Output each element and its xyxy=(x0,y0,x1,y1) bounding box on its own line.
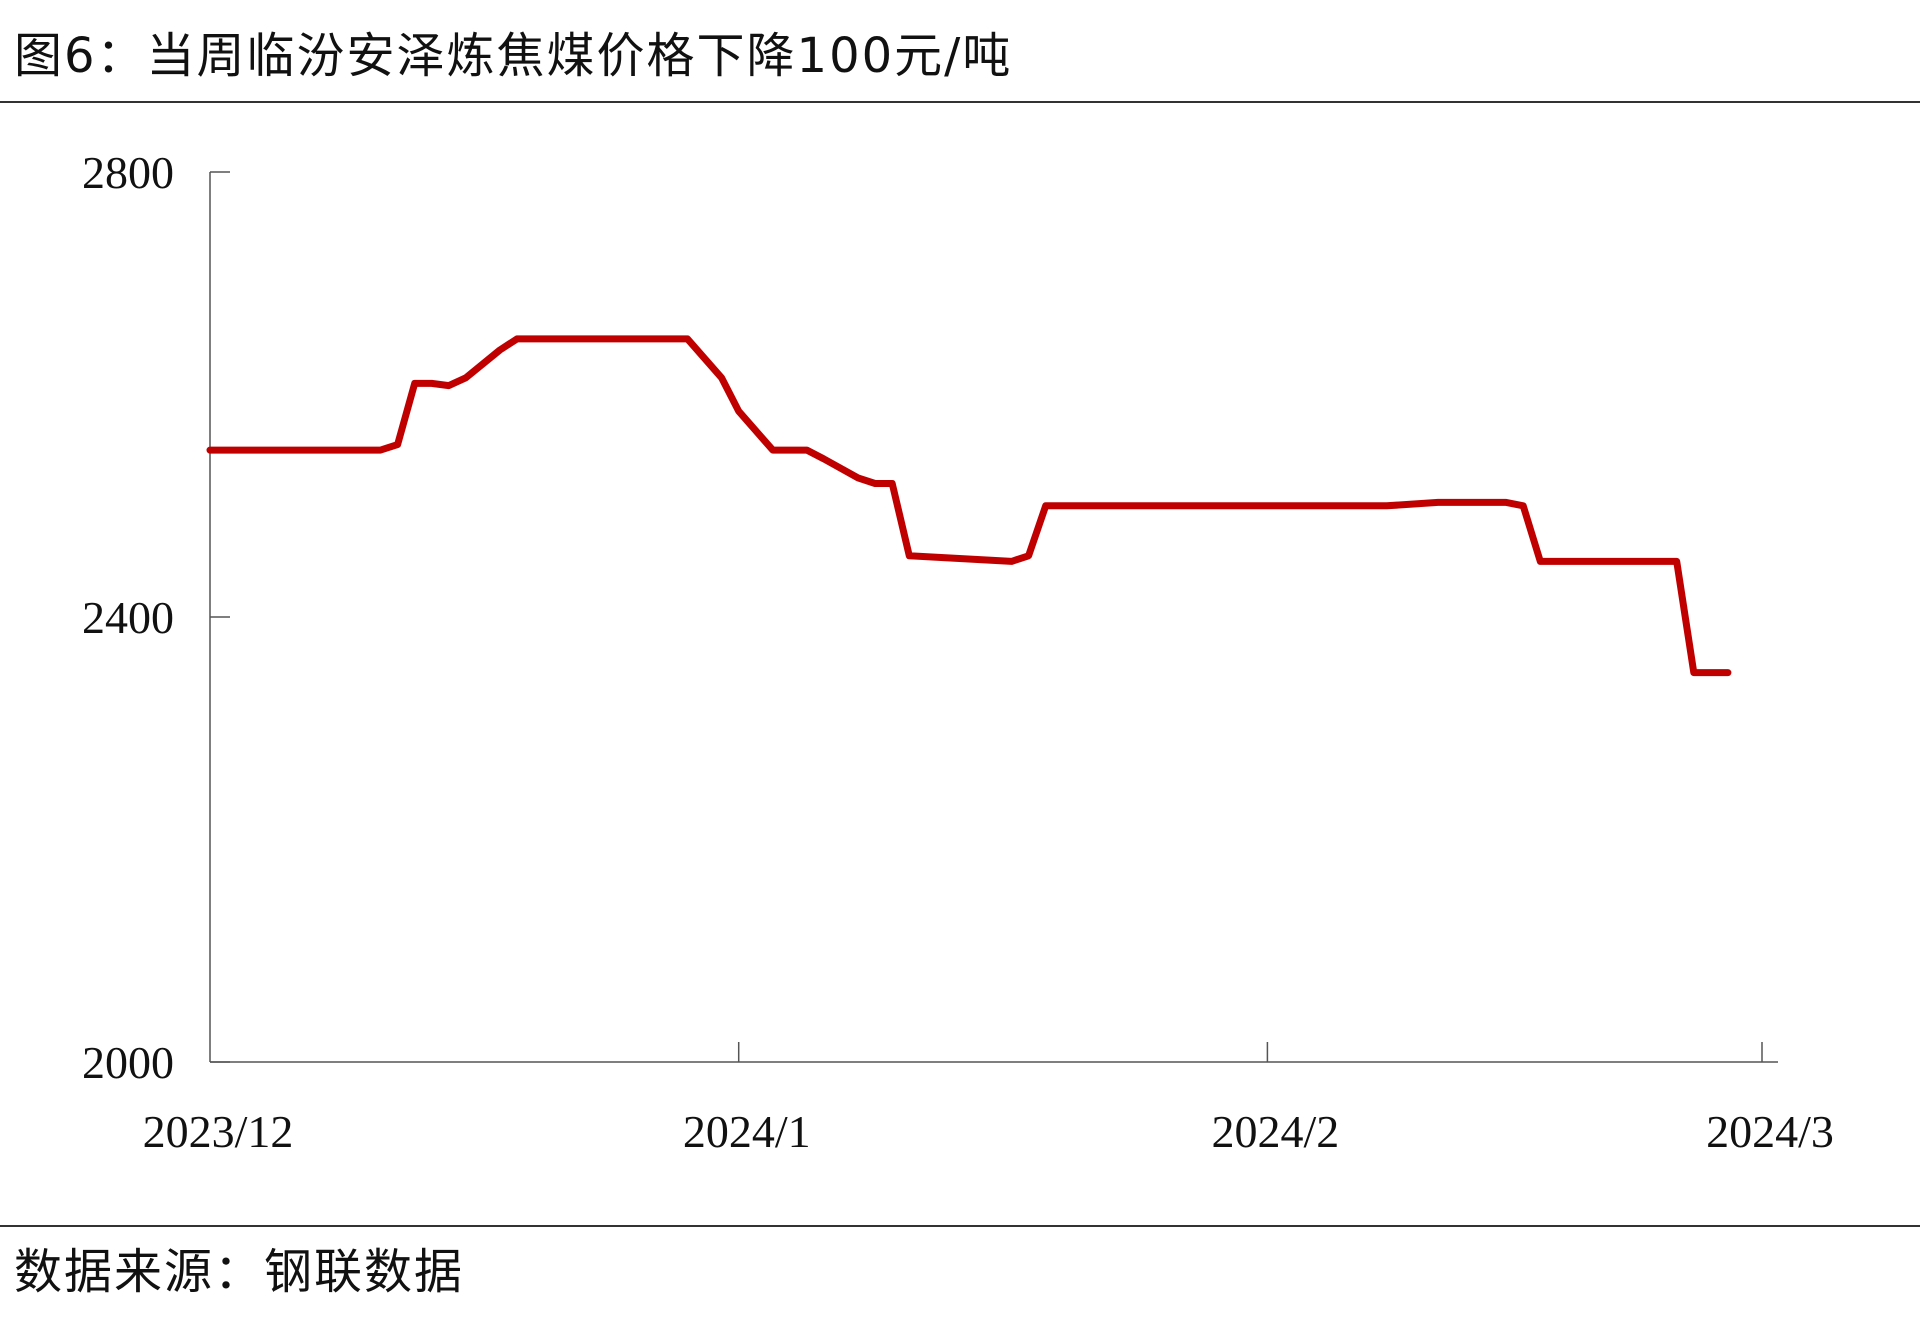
x-tick-label: 2024/2 xyxy=(1212,1106,1340,1157)
top-divider xyxy=(0,101,1920,103)
chart-axes xyxy=(209,171,1778,1063)
y-tick-label: 2000 xyxy=(82,1037,174,1088)
x-tick-label: 2024/3 xyxy=(1706,1106,1834,1157)
price-line xyxy=(206,335,1732,677)
data-source: 数据来源：钢联数据 xyxy=(14,1244,465,1300)
y-tick-label: 2800 xyxy=(82,147,174,198)
y-tick-label: 2400 xyxy=(82,592,174,643)
line-chart: 2000 2400 2800 2023/12 2024/1 2024/2 2024/3 xyxy=(82,147,1834,1157)
chart-series xyxy=(206,335,1732,677)
chart-title: 图6：当周临汾安泽炼焦煤价格下降100元/吨 xyxy=(14,28,1013,84)
tick-labels: 2000 2400 2800 2023/12 2024/1 2024/2 2024/3 xyxy=(82,147,1834,1157)
x-tick-label: 2023/12 xyxy=(143,1106,294,1157)
x-tick-label: 2024/1 xyxy=(683,1106,811,1157)
bottom-divider xyxy=(0,1225,1920,1227)
